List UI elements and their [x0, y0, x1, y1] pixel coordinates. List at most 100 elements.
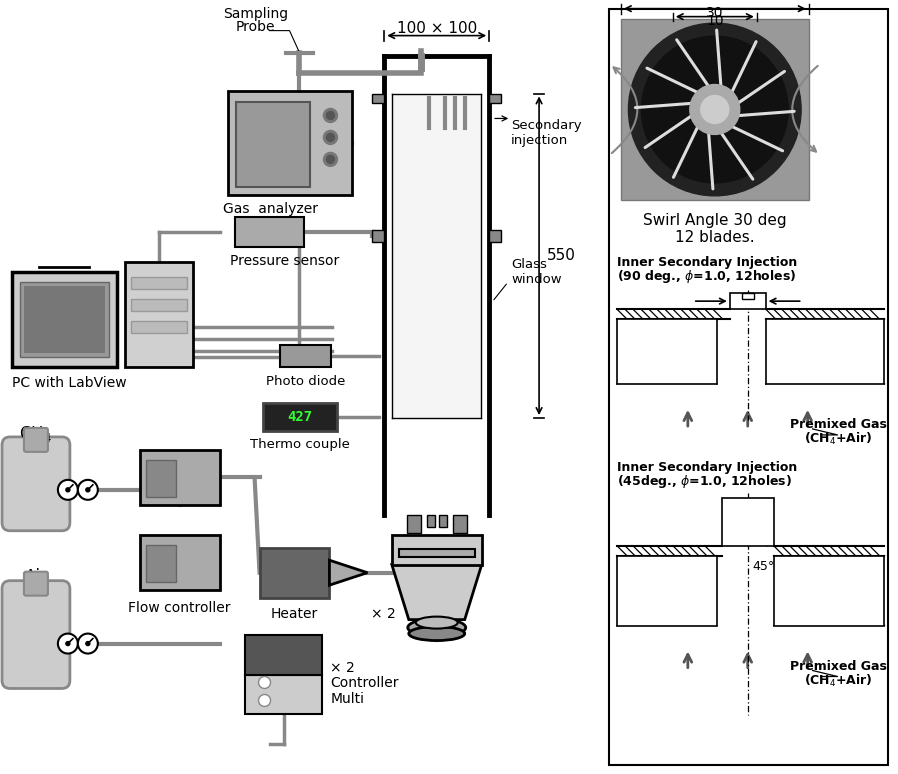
Bar [399, 549, 475, 557]
Text: Pressure sensor: Pressure sensor [230, 254, 339, 269]
Circle shape [57, 634, 78, 653]
Text: 550: 550 [547, 248, 576, 263]
Bar [140, 535, 220, 590]
Circle shape [327, 133, 334, 142]
Text: 12 blades.: 12 blades. [675, 230, 754, 245]
Text: Gas  analyzer: Gas analyzer [223, 202, 318, 216]
FancyBboxPatch shape [24, 572, 48, 596]
Ellipse shape [408, 618, 466, 636]
Bar [140, 450, 220, 505]
Bar [407, 515, 421, 533]
Bar [260, 548, 330, 598]
Bar [489, 231, 501, 242]
Bar [131, 277, 187, 289]
Bar [235, 102, 311, 187]
Text: 10: 10 [706, 14, 724, 28]
Circle shape [86, 488, 90, 491]
Bar [244, 635, 322, 674]
FancyBboxPatch shape [24, 428, 48, 452]
Bar [262, 403, 338, 431]
Text: (90 deg., $\phi$=1.0, 12holes): (90 deg., $\phi$=1.0, 12holes) [617, 268, 797, 285]
Bar [427, 515, 435, 527]
Circle shape [86, 642, 90, 646]
Bar [279, 345, 331, 367]
Circle shape [690, 84, 740, 135]
Bar [617, 556, 717, 625]
Bar [609, 9, 888, 765]
Text: PC with LabView: PC with LabView [12, 376, 127, 390]
Circle shape [66, 488, 70, 491]
Polygon shape [392, 565, 481, 620]
Bar [131, 299, 187, 311]
Circle shape [323, 108, 338, 122]
Text: Flow controller: Flow controller [128, 601, 231, 615]
Text: CH$_4$: CH$_4$ [20, 424, 52, 444]
Text: 45°: 45° [753, 560, 775, 573]
Text: Heater: Heater [271, 607, 318, 621]
Text: Sampling: Sampling [223, 7, 288, 21]
Bar [489, 94, 501, 104]
Circle shape [259, 676, 270, 689]
Bar [453, 515, 467, 533]
Text: Premixed Gas: Premixed Gas [790, 419, 887, 431]
Bar [131, 321, 187, 333]
Bar [392, 94, 481, 418]
Circle shape [78, 634, 98, 653]
Text: (CH$_4$+Air): (CH$_4$+Air) [805, 673, 873, 689]
Text: 427: 427 [287, 410, 313, 424]
Bar [621, 19, 808, 200]
Circle shape [327, 156, 334, 163]
Bar [373, 231, 384, 242]
Ellipse shape [409, 627, 464, 641]
Text: (CH$_4$+Air): (CH$_4$+Air) [805, 431, 873, 447]
Bar [227, 91, 352, 195]
Bar [125, 262, 193, 367]
Bar [145, 460, 176, 497]
Bar [742, 293, 753, 299]
Circle shape [66, 642, 70, 646]
Bar [244, 674, 322, 714]
Text: Glass
window: Glass window [511, 258, 562, 286]
Bar [373, 94, 384, 104]
Circle shape [323, 131, 338, 145]
Bar [730, 293, 766, 309]
FancyBboxPatch shape [2, 437, 70, 531]
Text: × 2: × 2 [330, 660, 356, 674]
Bar [145, 545, 176, 582]
FancyBboxPatch shape [2, 580, 70, 689]
Bar [617, 319, 717, 384]
Polygon shape [330, 560, 367, 585]
Text: Secondary
injection: Secondary injection [511, 119, 582, 147]
Bar [234, 217, 304, 247]
Circle shape [327, 111, 334, 119]
Text: Multi: Multi [330, 693, 365, 707]
Circle shape [700, 95, 729, 123]
Ellipse shape [416, 617, 458, 628]
Circle shape [323, 152, 338, 166]
Text: Inner Secondary Injection: Inner Secondary Injection [617, 255, 797, 269]
Circle shape [629, 23, 801, 196]
Bar [12, 272, 117, 367]
Text: 30: 30 [706, 5, 724, 19]
Bar [20, 283, 109, 357]
Text: Controller: Controller [330, 676, 399, 690]
Text: (45deg., $\phi$=1.0, 12holes): (45deg., $\phi$=1.0, 12holes) [617, 474, 792, 491]
Circle shape [57, 480, 78, 500]
Text: Air: Air [24, 567, 48, 586]
Text: × 2: × 2 [372, 607, 396, 621]
Text: Premixed Gas: Premixed Gas [790, 660, 887, 673]
Circle shape [78, 480, 98, 500]
Text: Probe: Probe [236, 19, 276, 33]
Text: 100 × 100: 100 × 100 [397, 21, 477, 36]
Bar [24, 286, 105, 353]
Circle shape [641, 36, 788, 183]
Text: Thermo couple: Thermo couple [250, 438, 350, 451]
Text: Inner Secondary Injection: Inner Secondary Injection [617, 461, 797, 474]
Bar [439, 515, 446, 527]
Bar [766, 319, 885, 384]
Text: Photo diode: Photo diode [266, 375, 345, 388]
Bar [774, 556, 885, 625]
Bar [392, 535, 481, 565]
Text: Swirl Angle 30 deg: Swirl Angle 30 deg [643, 213, 787, 228]
Circle shape [259, 694, 270, 707]
